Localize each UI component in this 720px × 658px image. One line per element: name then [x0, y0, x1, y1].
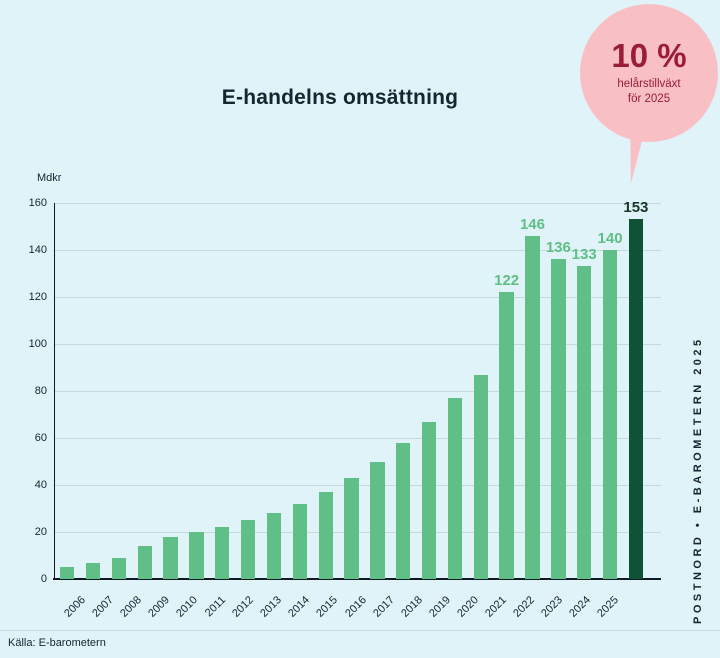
x-tick-label: 2022: [511, 594, 538, 620]
bar: [240, 520, 256, 579]
bar: [370, 461, 385, 579]
bar: 136: [546, 239, 571, 579]
bar: [473, 374, 488, 579]
x-tick-label: 2019: [426, 594, 453, 620]
bar: [137, 546, 152, 579]
bar: [85, 562, 101, 579]
x-tick-label: 2023: [539, 594, 566, 620]
x-tick-label: 2006: [61, 594, 88, 620]
y-tick-label: 60: [34, 432, 47, 444]
y-tick-label: 160: [28, 197, 47, 209]
bar: 153: [623, 199, 648, 579]
x-axis-line: [53, 578, 661, 580]
balloon-line2: för 2025: [627, 93, 671, 105]
bar: [60, 567, 75, 579]
bar-value-label: 153: [623, 199, 649, 217]
x-tick-label: 2025: [595, 594, 622, 620]
growth-balloon: 10 % helårstillväxt för 2025: [580, 4, 718, 142]
x-tick-label: 2007: [89, 594, 116, 620]
y-axis-line: [53, 203, 55, 580]
plot-area: 122 146 136 133 140 153: [53, 199, 661, 580]
bar-value-label: 133: [571, 246, 597, 264]
bar: 122: [494, 272, 519, 579]
bar-value-label: 146: [519, 215, 545, 233]
bar: [189, 532, 204, 579]
x-tick-label: 2010: [174, 594, 200, 620]
y-tick-label: 100: [28, 338, 47, 350]
x-tick-label: 2008: [117, 594, 144, 620]
bar: [111, 557, 127, 579]
balloon-headline: 10 %: [611, 37, 687, 75]
bar-value-label: 140: [597, 230, 623, 247]
bar: 146: [520, 216, 545, 579]
report-brand-vertical-text: POSTNORD • E-BAROMETERN 2025: [692, 336, 704, 624]
gridline: [55, 438, 661, 439]
y-axis-tick-labels: 0 20 40 60 80 100 120 140 160: [0, 197, 47, 585]
gridline: [55, 391, 661, 392]
bar-value-label: 122: [494, 272, 520, 290]
x-tick-label: 2021: [483, 594, 509, 620]
x-tick-label: 2013: [258, 594, 285, 620]
y-tick-label: 20: [34, 526, 47, 538]
bar: [163, 536, 178, 579]
x-tick-label: 2024: [567, 594, 594, 620]
footer-divider: [0, 630, 720, 631]
gridline: [55, 250, 661, 251]
bar: [447, 398, 463, 579]
y-tick-label: 40: [34, 479, 47, 491]
bar: 133: [572, 246, 597, 579]
x-axis-tick-labels: 2006 2007 2008 2009 2010 2011 2012 2013 2014 2015…: [55, 585, 661, 630]
x-tick-label: 2016: [342, 594, 369, 620]
x-tick-label: 2018: [398, 594, 425, 620]
x-tick-label: 2017: [370, 594, 397, 620]
bar: [396, 442, 411, 579]
bar: 140: [598, 230, 623, 579]
y-tick-label: 0: [40, 573, 47, 585]
x-tick-label: 2012: [230, 594, 257, 620]
x-tick-label: 2009: [145, 594, 172, 620]
gridline: [55, 344, 661, 345]
x-tick-label: 2014: [286, 594, 313, 620]
source-note: Källa: E-barometern: [8, 637, 106, 649]
bar: [215, 527, 230, 579]
x-tick-label: 2015: [314, 594, 341, 620]
y-tick-label: 140: [28, 244, 47, 256]
bar: [344, 477, 359, 579]
y-tick-label: 120: [28, 291, 47, 303]
gridline: [55, 203, 661, 204]
bar-value-label: 136: [545, 239, 571, 257]
x-tick-label: 2011: [202, 594, 228, 620]
y-tick-label: 80: [34, 385, 47, 397]
bar: [421, 421, 437, 579]
x-tick-label: 2020: [455, 594, 481, 620]
page-title: E-handelns omsättning: [221, 86, 459, 109]
bar: [266, 513, 282, 579]
y-axis-unit-label: Mdkr: [37, 172, 62, 184]
gridline: [55, 297, 661, 298]
bar: [318, 492, 333, 579]
bar: [292, 503, 308, 579]
balloon-line1: helårstillväxt: [617, 78, 681, 91]
